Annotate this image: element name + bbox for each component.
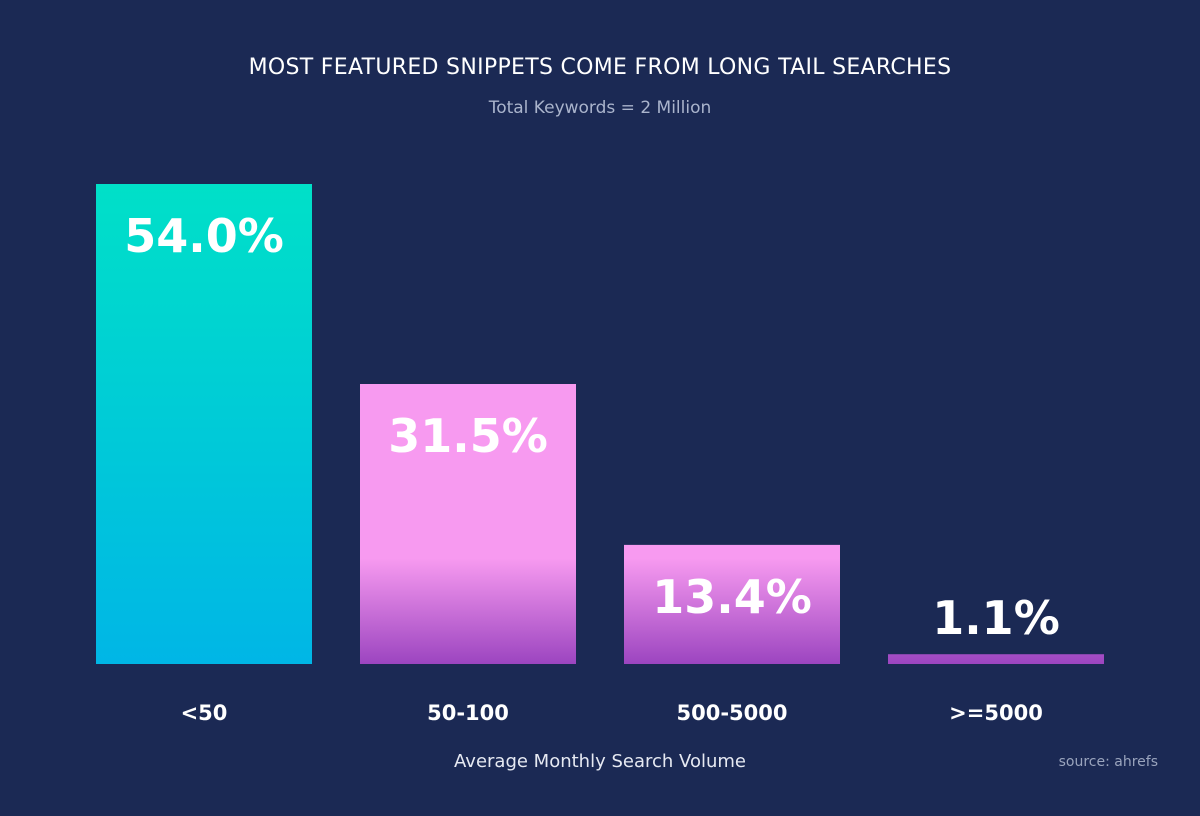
x-tick-label-4: >=5000: [949, 701, 1043, 725]
x-tick-label-3: 500-5000: [677, 701, 788, 725]
bar-4: [888, 654, 1104, 664]
chart-title: MOST FEATURED SNIPPETS COME FROM LONG TA…: [248, 55, 952, 80]
bar-value-label-1: 54.0%: [124, 209, 284, 263]
x-tick-labels-group: <50 50-100 500-5000 >=5000: [181, 701, 1043, 725]
x-tick-label-2: 50-100: [427, 701, 509, 725]
x-axis-label: Average Monthly Search Volume: [454, 751, 746, 772]
bar-value-label-3: 13.4%: [652, 570, 812, 624]
x-tick-label-1: <50: [181, 701, 228, 725]
data-labels-group: 54.0% 31.5% 13.4% 1.1%: [124, 209, 1060, 645]
bar-value-label-2: 31.5%: [388, 409, 548, 463]
chart-subtitle: Total Keywords = 2 Million: [488, 98, 712, 118]
source-note: source: ahrefs: [1058, 754, 1158, 770]
bar-value-label-4: 1.1%: [932, 591, 1060, 645]
bar-3: [624, 544, 840, 664]
bar-1: [96, 184, 312, 664]
bars-group: [96, 184, 1104, 664]
bar-2: [360, 384, 576, 664]
